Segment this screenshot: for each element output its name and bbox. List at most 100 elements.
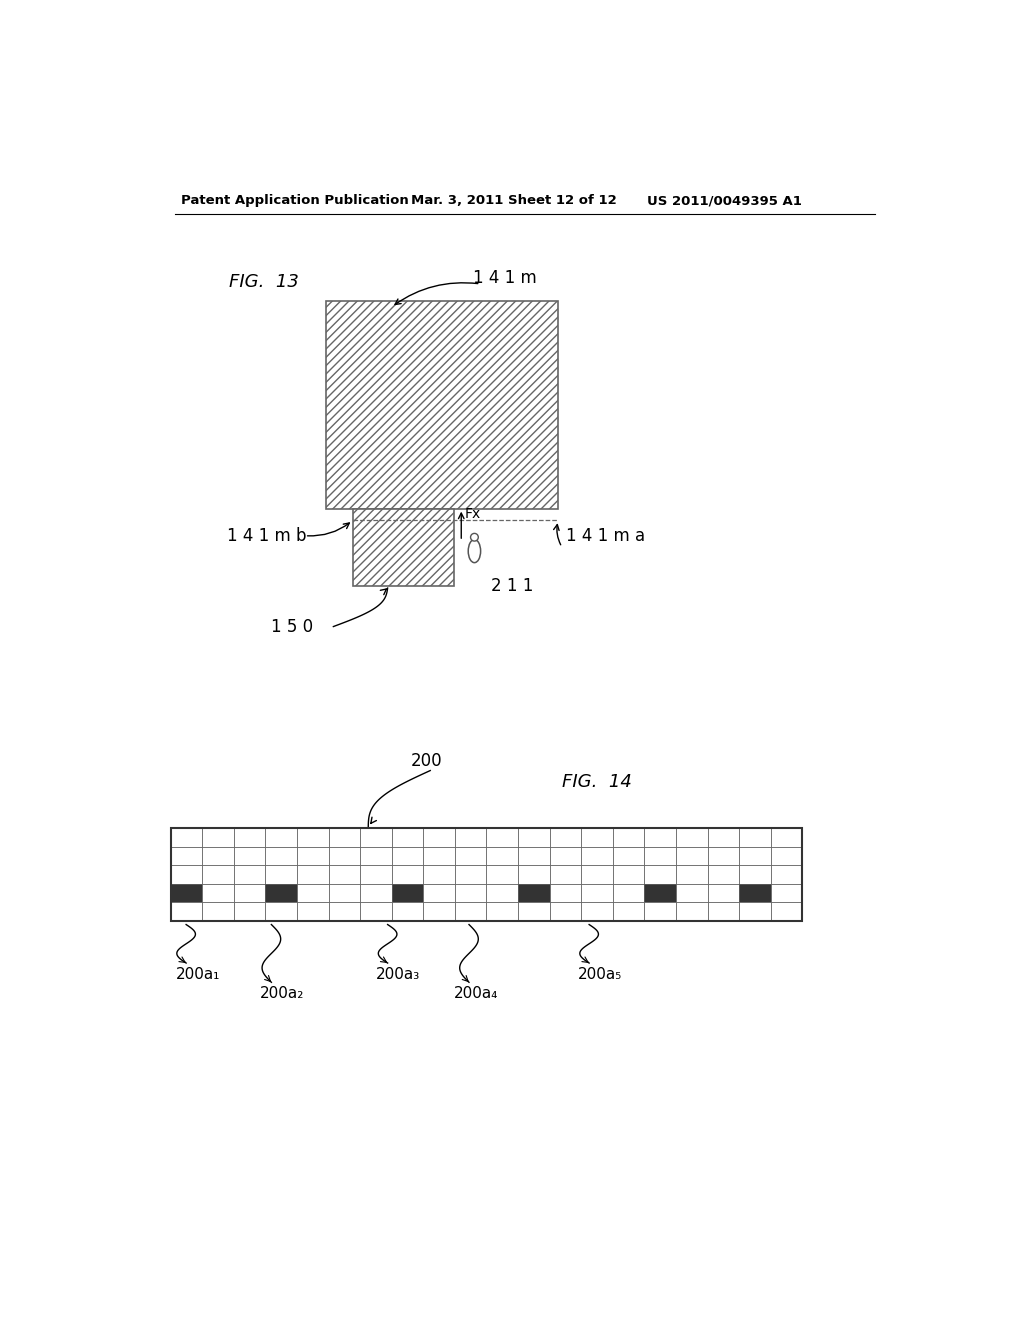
Bar [771, 829, 802, 847]
Bar [612, 884, 644, 903]
Text: 200a₄: 200a₄ [454, 986, 498, 1002]
Text: Fx: Fx [464, 507, 480, 521]
Ellipse shape [468, 540, 480, 562]
Bar [202, 847, 233, 866]
Bar [265, 903, 297, 921]
Bar [423, 829, 455, 847]
Bar [644, 884, 676, 903]
Bar [708, 847, 739, 866]
Bar [582, 903, 612, 921]
Text: 1 5 0: 1 5 0 [271, 618, 313, 635]
Text: US 2011/0049395 A1: US 2011/0049395 A1 [647, 194, 802, 207]
Bar [550, 847, 582, 866]
Bar [326, 301, 558, 508]
Bar [360, 847, 392, 866]
Bar [202, 866, 233, 884]
Bar [392, 884, 423, 903]
Text: 1 4 1 m: 1 4 1 m [473, 269, 537, 286]
Bar [392, 829, 423, 847]
Bar [329, 884, 360, 903]
Bar [550, 884, 582, 903]
Bar [202, 903, 233, 921]
Bar [423, 866, 455, 884]
Bar [550, 866, 582, 884]
Text: FIG.  14: FIG. 14 [562, 774, 632, 791]
Bar [297, 866, 329, 884]
Bar [329, 866, 360, 884]
Bar [297, 884, 329, 903]
Bar [550, 829, 582, 847]
Bar [518, 829, 550, 847]
Bar [518, 866, 550, 884]
Bar [612, 903, 644, 921]
Text: 1 4 1 m b: 1 4 1 m b [227, 527, 307, 545]
Bar [518, 847, 550, 866]
Bar [739, 847, 771, 866]
Bar [455, 847, 486, 866]
Bar [486, 903, 518, 921]
Bar [676, 829, 708, 847]
Bar [297, 903, 329, 921]
Bar [486, 847, 518, 866]
Bar [265, 829, 297, 847]
Bar [518, 903, 550, 921]
Bar [297, 829, 329, 847]
Ellipse shape [471, 533, 478, 541]
Bar [550, 903, 582, 921]
Bar [233, 829, 265, 847]
Bar [265, 866, 297, 884]
Bar [644, 847, 676, 866]
Bar [771, 884, 802, 903]
Bar [676, 847, 708, 866]
Text: 200: 200 [411, 751, 442, 770]
Text: 200a₅: 200a₅ [578, 968, 622, 982]
Bar [739, 829, 771, 847]
Bar [455, 903, 486, 921]
Bar [612, 829, 644, 847]
Bar [771, 866, 802, 884]
Bar [612, 866, 644, 884]
Bar [582, 884, 612, 903]
Bar [360, 866, 392, 884]
Text: Patent Application Publication: Patent Application Publication [180, 194, 409, 207]
Bar [233, 866, 265, 884]
Bar [265, 847, 297, 866]
Bar [708, 884, 739, 903]
Bar [676, 884, 708, 903]
Bar [739, 866, 771, 884]
Text: 200a₂: 200a₂ [260, 986, 304, 1002]
Text: Mar. 3, 2011: Mar. 3, 2011 [411, 194, 503, 207]
Bar [771, 847, 802, 866]
Bar [392, 866, 423, 884]
Bar [644, 866, 676, 884]
Text: 200a₃: 200a₃ [376, 968, 420, 982]
Bar [171, 829, 802, 921]
Text: Sheet 12 of 12: Sheet 12 of 12 [508, 194, 616, 207]
Bar [360, 884, 392, 903]
Bar [582, 829, 612, 847]
Bar [265, 884, 297, 903]
Bar [360, 829, 392, 847]
Bar [171, 903, 202, 921]
Bar [423, 847, 455, 866]
Text: 200a₁: 200a₁ [176, 968, 220, 982]
Bar [423, 884, 455, 903]
Bar [708, 903, 739, 921]
Bar [486, 866, 518, 884]
Bar [455, 866, 486, 884]
Bar [360, 903, 392, 921]
Bar [392, 847, 423, 866]
Bar [644, 829, 676, 847]
Bar [708, 829, 739, 847]
Bar [233, 884, 265, 903]
Bar [202, 829, 233, 847]
Bar [352, 508, 454, 586]
Bar [582, 847, 612, 866]
Bar [233, 903, 265, 921]
Bar [644, 903, 676, 921]
Bar [171, 884, 202, 903]
Bar [455, 884, 486, 903]
Bar [202, 884, 233, 903]
Bar [171, 829, 202, 847]
Bar [392, 903, 423, 921]
